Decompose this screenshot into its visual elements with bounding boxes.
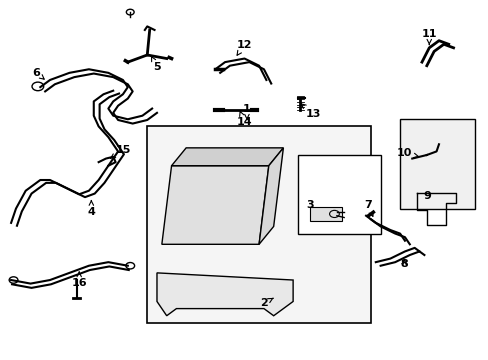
- Polygon shape: [162, 166, 268, 244]
- FancyBboxPatch shape: [399, 119, 474, 208]
- FancyBboxPatch shape: [297, 155, 380, 234]
- Text: 11: 11: [421, 29, 436, 45]
- Text: 4: 4: [87, 201, 95, 217]
- Text: 1: 1: [243, 104, 250, 120]
- Text: 10: 10: [396, 148, 418, 158]
- Text: 13: 13: [301, 104, 320, 118]
- FancyBboxPatch shape: [147, 126, 370, 323]
- Polygon shape: [157, 273, 292, 316]
- Text: 2: 2: [260, 298, 273, 308]
- Text: 8: 8: [399, 259, 407, 269]
- Text: 7: 7: [364, 201, 372, 216]
- Text: 6: 6: [32, 68, 44, 79]
- Text: 14: 14: [236, 112, 252, 127]
- Bar: [309, 207, 341, 221]
- Text: 15: 15: [110, 145, 131, 158]
- Text: 12: 12: [236, 40, 252, 55]
- Polygon shape: [171, 148, 283, 166]
- Text: 9: 9: [422, 191, 430, 201]
- Text: 3: 3: [305, 200, 313, 210]
- Text: 16: 16: [71, 272, 87, 288]
- Text: 5: 5: [151, 57, 161, 72]
- Polygon shape: [259, 148, 283, 244]
